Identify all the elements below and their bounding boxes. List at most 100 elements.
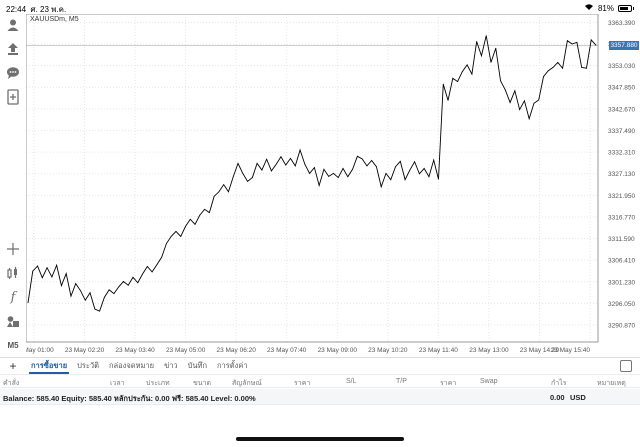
col-comment[interactable]: หมายเหตุ xyxy=(597,380,626,387)
col-swap[interactable]: Swap xyxy=(480,378,498,385)
account-summary: Balance: 585.40 Equity: 585.40 หลักประกั… xyxy=(3,394,256,403)
wifi-icon xyxy=(584,3,594,13)
price-point xyxy=(471,73,473,75)
y-tick-label: 3296.050 xyxy=(608,301,635,308)
price-point xyxy=(586,67,587,69)
tab-settings[interactable]: การตั้งค่า xyxy=(217,360,248,370)
col-time[interactable]: เวลา xyxy=(110,380,125,387)
tab-journal[interactable]: บันทึก xyxy=(187,360,208,370)
tab-trade[interactable]: การซื้อขาย xyxy=(26,358,72,374)
price-point xyxy=(442,83,444,85)
price-point xyxy=(433,159,435,161)
price-point xyxy=(146,266,148,267)
col-order[interactable]: คำสั่ง xyxy=(3,380,20,387)
price-point xyxy=(161,256,163,258)
price-point xyxy=(275,163,277,165)
price-point xyxy=(189,218,191,220)
price-point xyxy=(304,163,306,165)
timeframe-button[interactable]: M5 xyxy=(7,340,19,350)
price-point xyxy=(271,170,272,172)
price-point xyxy=(213,195,215,197)
price-point xyxy=(199,214,201,216)
price-point xyxy=(223,184,225,186)
price-point xyxy=(299,149,301,151)
add-tab-button[interactable]: + xyxy=(9,358,17,373)
symbol-label: XAUUSDm, M5 xyxy=(30,16,79,23)
price-point xyxy=(51,276,53,278)
price-point xyxy=(99,310,100,312)
price-point xyxy=(194,223,196,225)
trade-table-header: คำสั่ง เวลา ประเภท ขนาด สัญลักษณ์ ราคา S… xyxy=(0,374,640,388)
trade-icon[interactable] xyxy=(4,40,22,58)
col-volume[interactable]: ขนาด xyxy=(193,380,212,387)
tab-mailbox[interactable]: กล่องจดหมาย xyxy=(109,360,155,370)
price-point xyxy=(208,212,210,214)
x-tick-label: 23 May 05:00 xyxy=(166,347,206,354)
price-point xyxy=(504,89,506,91)
price-point xyxy=(309,173,311,174)
left-toolbar: f M5 xyxy=(0,14,26,354)
col-tp[interactable]: T/P xyxy=(396,378,407,385)
price-point xyxy=(438,178,439,180)
tab-news[interactable]: ข่าว xyxy=(164,360,178,370)
new-chart-icon[interactable] xyxy=(4,88,22,106)
price-point xyxy=(590,39,592,41)
chart-frame xyxy=(26,14,599,343)
y-tick-label: 3311.590 xyxy=(608,236,635,243)
y-tick-label: 3321.950 xyxy=(608,193,635,200)
price-point xyxy=(352,168,353,170)
price-point xyxy=(261,169,263,171)
price-point xyxy=(490,62,492,63)
crosshair-icon[interactable] xyxy=(4,240,22,258)
account-currency: USD xyxy=(570,393,586,402)
y-tick-label: 3301.230 xyxy=(608,279,635,286)
indicators-icon[interactable] xyxy=(4,264,22,282)
objects-icon[interactable] xyxy=(4,312,22,330)
col-sl[interactable]: S/L xyxy=(346,378,357,385)
price-point xyxy=(447,99,449,101)
account-icon[interactable] xyxy=(4,16,22,34)
price-point xyxy=(89,292,91,294)
chart-area[interactable]: 3363.3903358.2103353.0303347.8503342.670… xyxy=(26,14,640,356)
bottom-tabs-bar: + การซื้อขาย ประวัติ กล่องจดหมาย ข่าว บั… xyxy=(0,357,640,374)
price-point xyxy=(547,70,549,72)
price-point xyxy=(361,158,363,160)
status-date: ศ. 23 พ.ค. xyxy=(30,5,67,14)
col-current-price[interactable]: ราคา xyxy=(440,380,457,387)
y-tick-label: 3342.670 xyxy=(608,106,635,113)
price-chart[interactable]: 3363.3903358.2103353.0303347.8503342.670… xyxy=(26,14,640,356)
price-point xyxy=(519,109,521,110)
price-point xyxy=(595,44,597,46)
price-point xyxy=(418,173,420,175)
price-point xyxy=(204,208,206,210)
price-point xyxy=(65,273,67,274)
price-point xyxy=(41,277,43,279)
price-point xyxy=(466,64,468,66)
col-symbol[interactable]: สัญลักษณ์ xyxy=(232,380,262,387)
function-icon[interactable]: f xyxy=(10,289,16,305)
price-point xyxy=(414,161,416,163)
price-point xyxy=(94,308,96,310)
col-type[interactable]: ประเภท xyxy=(146,380,170,387)
col-profit[interactable]: กำไร xyxy=(551,380,567,387)
price-point xyxy=(576,41,578,43)
price-point xyxy=(290,157,291,159)
price-point xyxy=(175,231,177,232)
total-profit: 0.00 xyxy=(550,393,565,402)
price-point xyxy=(294,165,296,167)
layout-icon[interactable] xyxy=(620,360,632,372)
price-point xyxy=(557,62,559,63)
battery-icon xyxy=(618,4,632,12)
tab-history[interactable]: ประวัติ xyxy=(77,360,100,370)
price-point xyxy=(428,176,430,178)
account-summary-bar: Balance: 585.40 Equity: 585.40 หลักประกั… xyxy=(0,389,640,405)
price-point xyxy=(524,100,525,102)
chat-icon[interactable] xyxy=(4,64,22,82)
price-point xyxy=(56,264,58,266)
price-point xyxy=(37,265,38,267)
price-point xyxy=(509,102,511,103)
price-point xyxy=(581,67,583,68)
price-point xyxy=(280,156,282,158)
col-price[interactable]: ราคา xyxy=(294,380,311,387)
price-point xyxy=(151,271,153,273)
